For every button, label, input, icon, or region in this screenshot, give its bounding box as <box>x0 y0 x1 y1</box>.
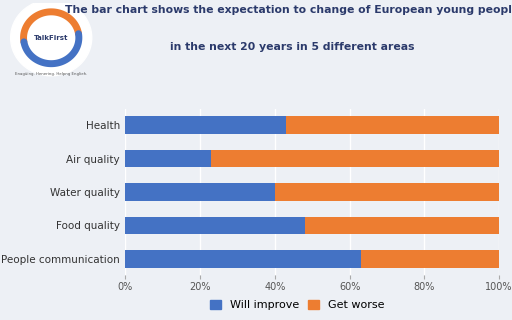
Bar <box>125 217 305 234</box>
Text: Enagüing. Henering. Helpng Englieh.: Enagüing. Henering. Helpng Englieh. <box>15 72 88 76</box>
Bar <box>305 217 499 234</box>
Bar <box>125 116 286 134</box>
Bar <box>125 183 275 201</box>
Circle shape <box>11 0 92 76</box>
Bar <box>275 183 499 201</box>
Bar <box>125 150 211 167</box>
Bar <box>211 150 499 167</box>
Text: in the next 20 years in 5 different areas: in the next 20 years in 5 different area… <box>169 42 414 52</box>
Bar <box>286 116 499 134</box>
Bar <box>361 250 499 268</box>
Text: TalkFirst: TalkFirst <box>34 35 69 41</box>
Bar <box>125 250 361 268</box>
Legend: Will improve, Get worse: Will improve, Get worse <box>205 295 389 315</box>
Text: The bar chart shows the expectation to change of European young people: The bar chart shows the expectation to c… <box>65 5 512 15</box>
